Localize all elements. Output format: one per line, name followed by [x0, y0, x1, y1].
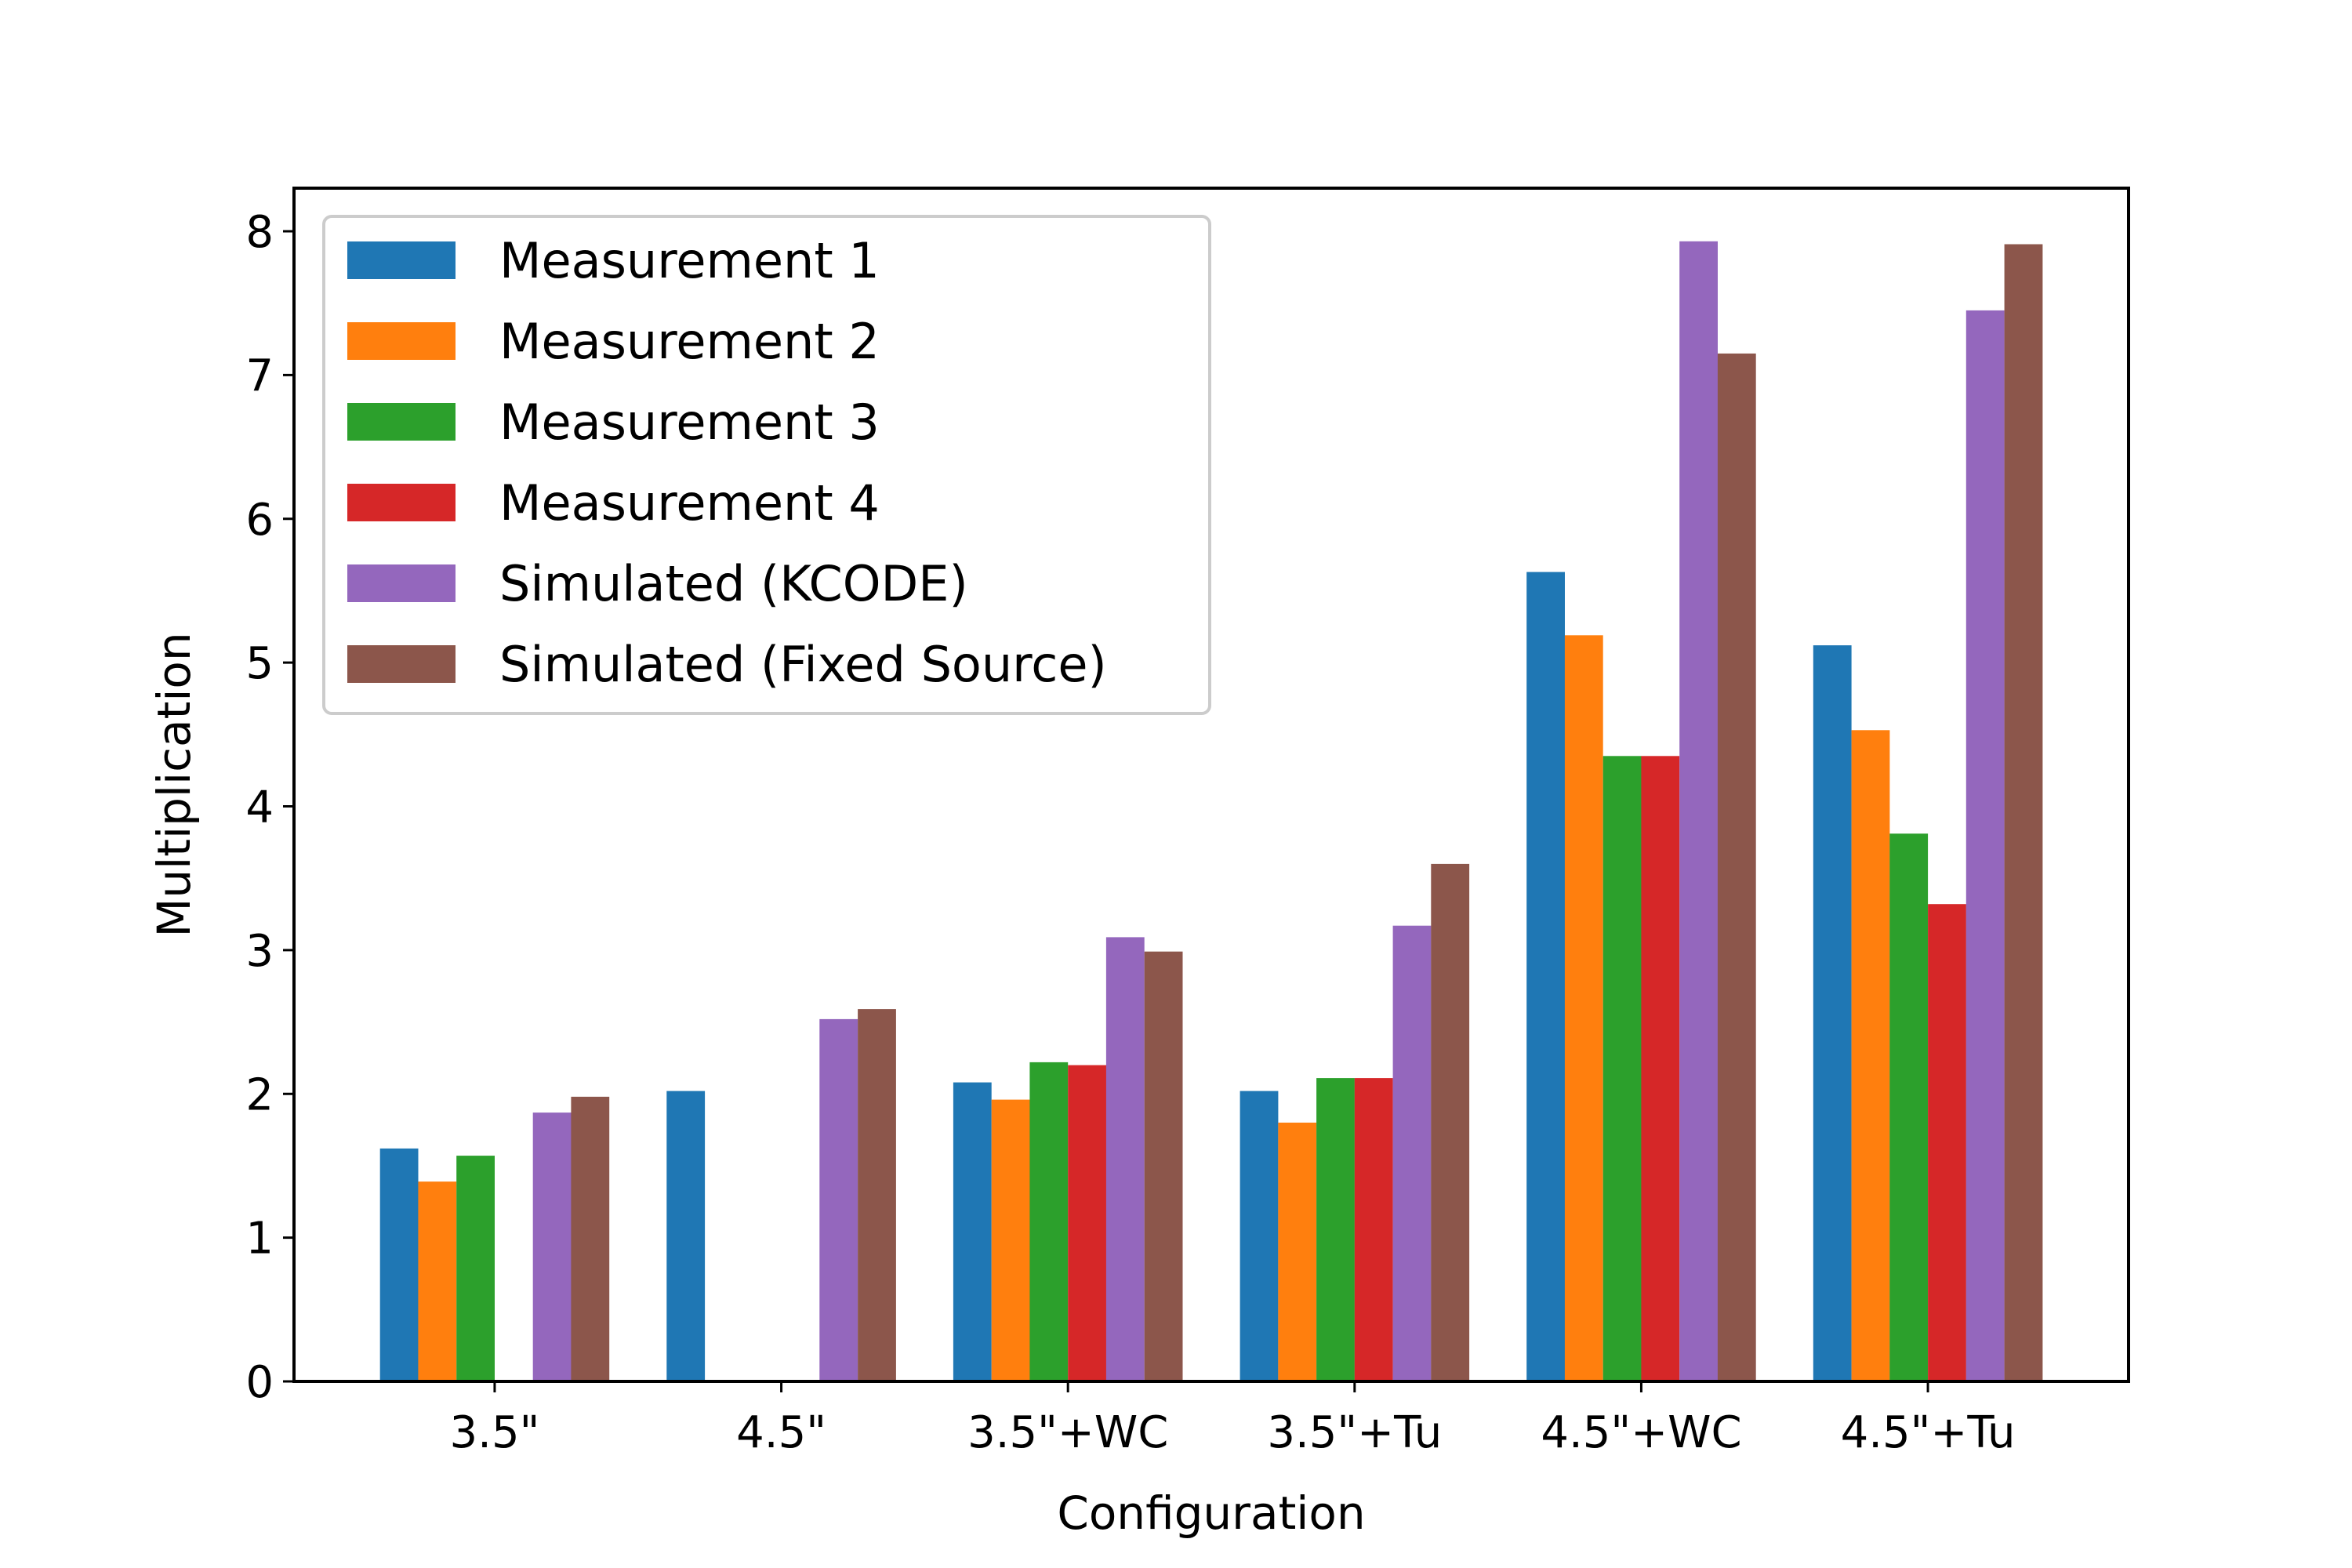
bar-series-4-cat-6	[1928, 904, 1966, 1381]
bar-series-2-cat-5	[1564, 635, 1603, 1381]
legend: Measurement 1 Measurement 2 Measurement 3 M…	[322, 215, 1211, 715]
x-axis-ticks: 3.5" 4.5" 3.5"+WC 3.5"+Tu 4.5"+WC 4.5"+Tu	[450, 1381, 2016, 1458]
bar-series-1-cat-2	[666, 1091, 706, 1381]
y-tick-label-8: 8	[245, 207, 274, 258]
bar-series-6-cat-4	[1431, 863, 1470, 1381]
x-tick-label-3: 3.5"+WC	[967, 1407, 1168, 1458]
bar-series-4-cat-5	[1641, 756, 1680, 1381]
legend-label-5: Simulated (KCODE)	[499, 555, 968, 612]
y-axis-ticks: 0 1 2 3 4 5 6 7 8	[245, 207, 294, 1408]
bar-series-1-cat-5	[1526, 572, 1565, 1381]
bar-series-5-cat-1	[532, 1112, 572, 1381]
legend-swatch-1	[347, 241, 456, 279]
bar-series-1-cat-4	[1240, 1091, 1279, 1381]
legend-label-1: Measurement 1	[499, 232, 880, 289]
y-tick-label-5: 5	[245, 638, 274, 689]
bar-series-2-cat-1	[418, 1181, 457, 1381]
x-tick-label-6: 4.5"+Tu	[1841, 1407, 2016, 1458]
y-tick-label-3: 3	[245, 926, 274, 977]
x-tick-label-1: 3.5"	[450, 1407, 540, 1458]
legend-label-4: Measurement 4	[499, 474, 880, 532]
legend-swatch-2	[347, 322, 456, 360]
y-tick-label-4: 4	[245, 782, 274, 833]
legend-label-6: Simulated (Fixed Source)	[499, 636, 1107, 693]
bar-series-6-cat-6	[2004, 244, 2043, 1381]
bar-series-4-cat-3	[1068, 1065, 1106, 1381]
bar-series-5-cat-4	[1392, 925, 1432, 1381]
y-tick-label-6: 6	[245, 495, 274, 546]
y-tick-label-1: 1	[245, 1214, 274, 1265]
bar-series-5-cat-3	[1105, 937, 1145, 1381]
y-tick-label-0: 0	[245, 1357, 274, 1408]
x-tick-label-5: 4.5"+WC	[1541, 1407, 1741, 1458]
y-axis-label: Multiplication	[147, 632, 201, 937]
bar-series-3-cat-3	[1029, 1062, 1069, 1381]
bar-series-1-cat-3	[953, 1082, 992, 1381]
bar-series-4-cat-4	[1354, 1078, 1393, 1381]
bar-series-3-cat-1	[456, 1156, 495, 1381]
bar-series-1-cat-1	[379, 1148, 419, 1381]
plot-frame	[292, 187, 2130, 1383]
legend-label-3: Measurement 3	[499, 394, 880, 451]
bar-series-2-cat-3	[991, 1099, 1030, 1381]
legend-label-2: Measurement 2	[499, 313, 880, 370]
y-tick-label-2: 2	[245, 1069, 274, 1120]
bar-series-5-cat-5	[1679, 241, 1718, 1381]
bar-series-2-cat-4	[1278, 1122, 1317, 1381]
x-tick-label-4: 3.5"+Tu	[1267, 1407, 1442, 1458]
bar-series-3-cat-6	[1889, 833, 1929, 1381]
bar-series-6-cat-3	[1144, 951, 1183, 1381]
y-tick-label-7: 7	[245, 350, 274, 401]
bar-series-5-cat-2	[819, 1018, 858, 1381]
bars-group	[379, 241, 2043, 1381]
bar-series-5-cat-6	[1965, 310, 2005, 1381]
x-tick-label-2: 4.5"	[736, 1407, 826, 1458]
legend-frame	[322, 215, 1211, 715]
bar-series-6-cat-5	[1717, 353, 1756, 1381]
bar-series-6-cat-1	[571, 1096, 610, 1381]
legend-swatch-5	[347, 564, 456, 602]
legend-swatch-3	[347, 403, 456, 441]
bar-series-3-cat-5	[1602, 756, 1642, 1381]
bar-series-3-cat-4	[1316, 1078, 1355, 1381]
x-axis-label: Configuration	[1057, 1486, 1365, 1540]
legend-swatch-4	[347, 484, 456, 521]
bar-series-6-cat-2	[858, 1009, 896, 1381]
legend-swatch-6	[347, 645, 456, 683]
bar-series-2-cat-6	[1851, 730, 1890, 1381]
bar-series-1-cat-6	[1813, 645, 1852, 1381]
